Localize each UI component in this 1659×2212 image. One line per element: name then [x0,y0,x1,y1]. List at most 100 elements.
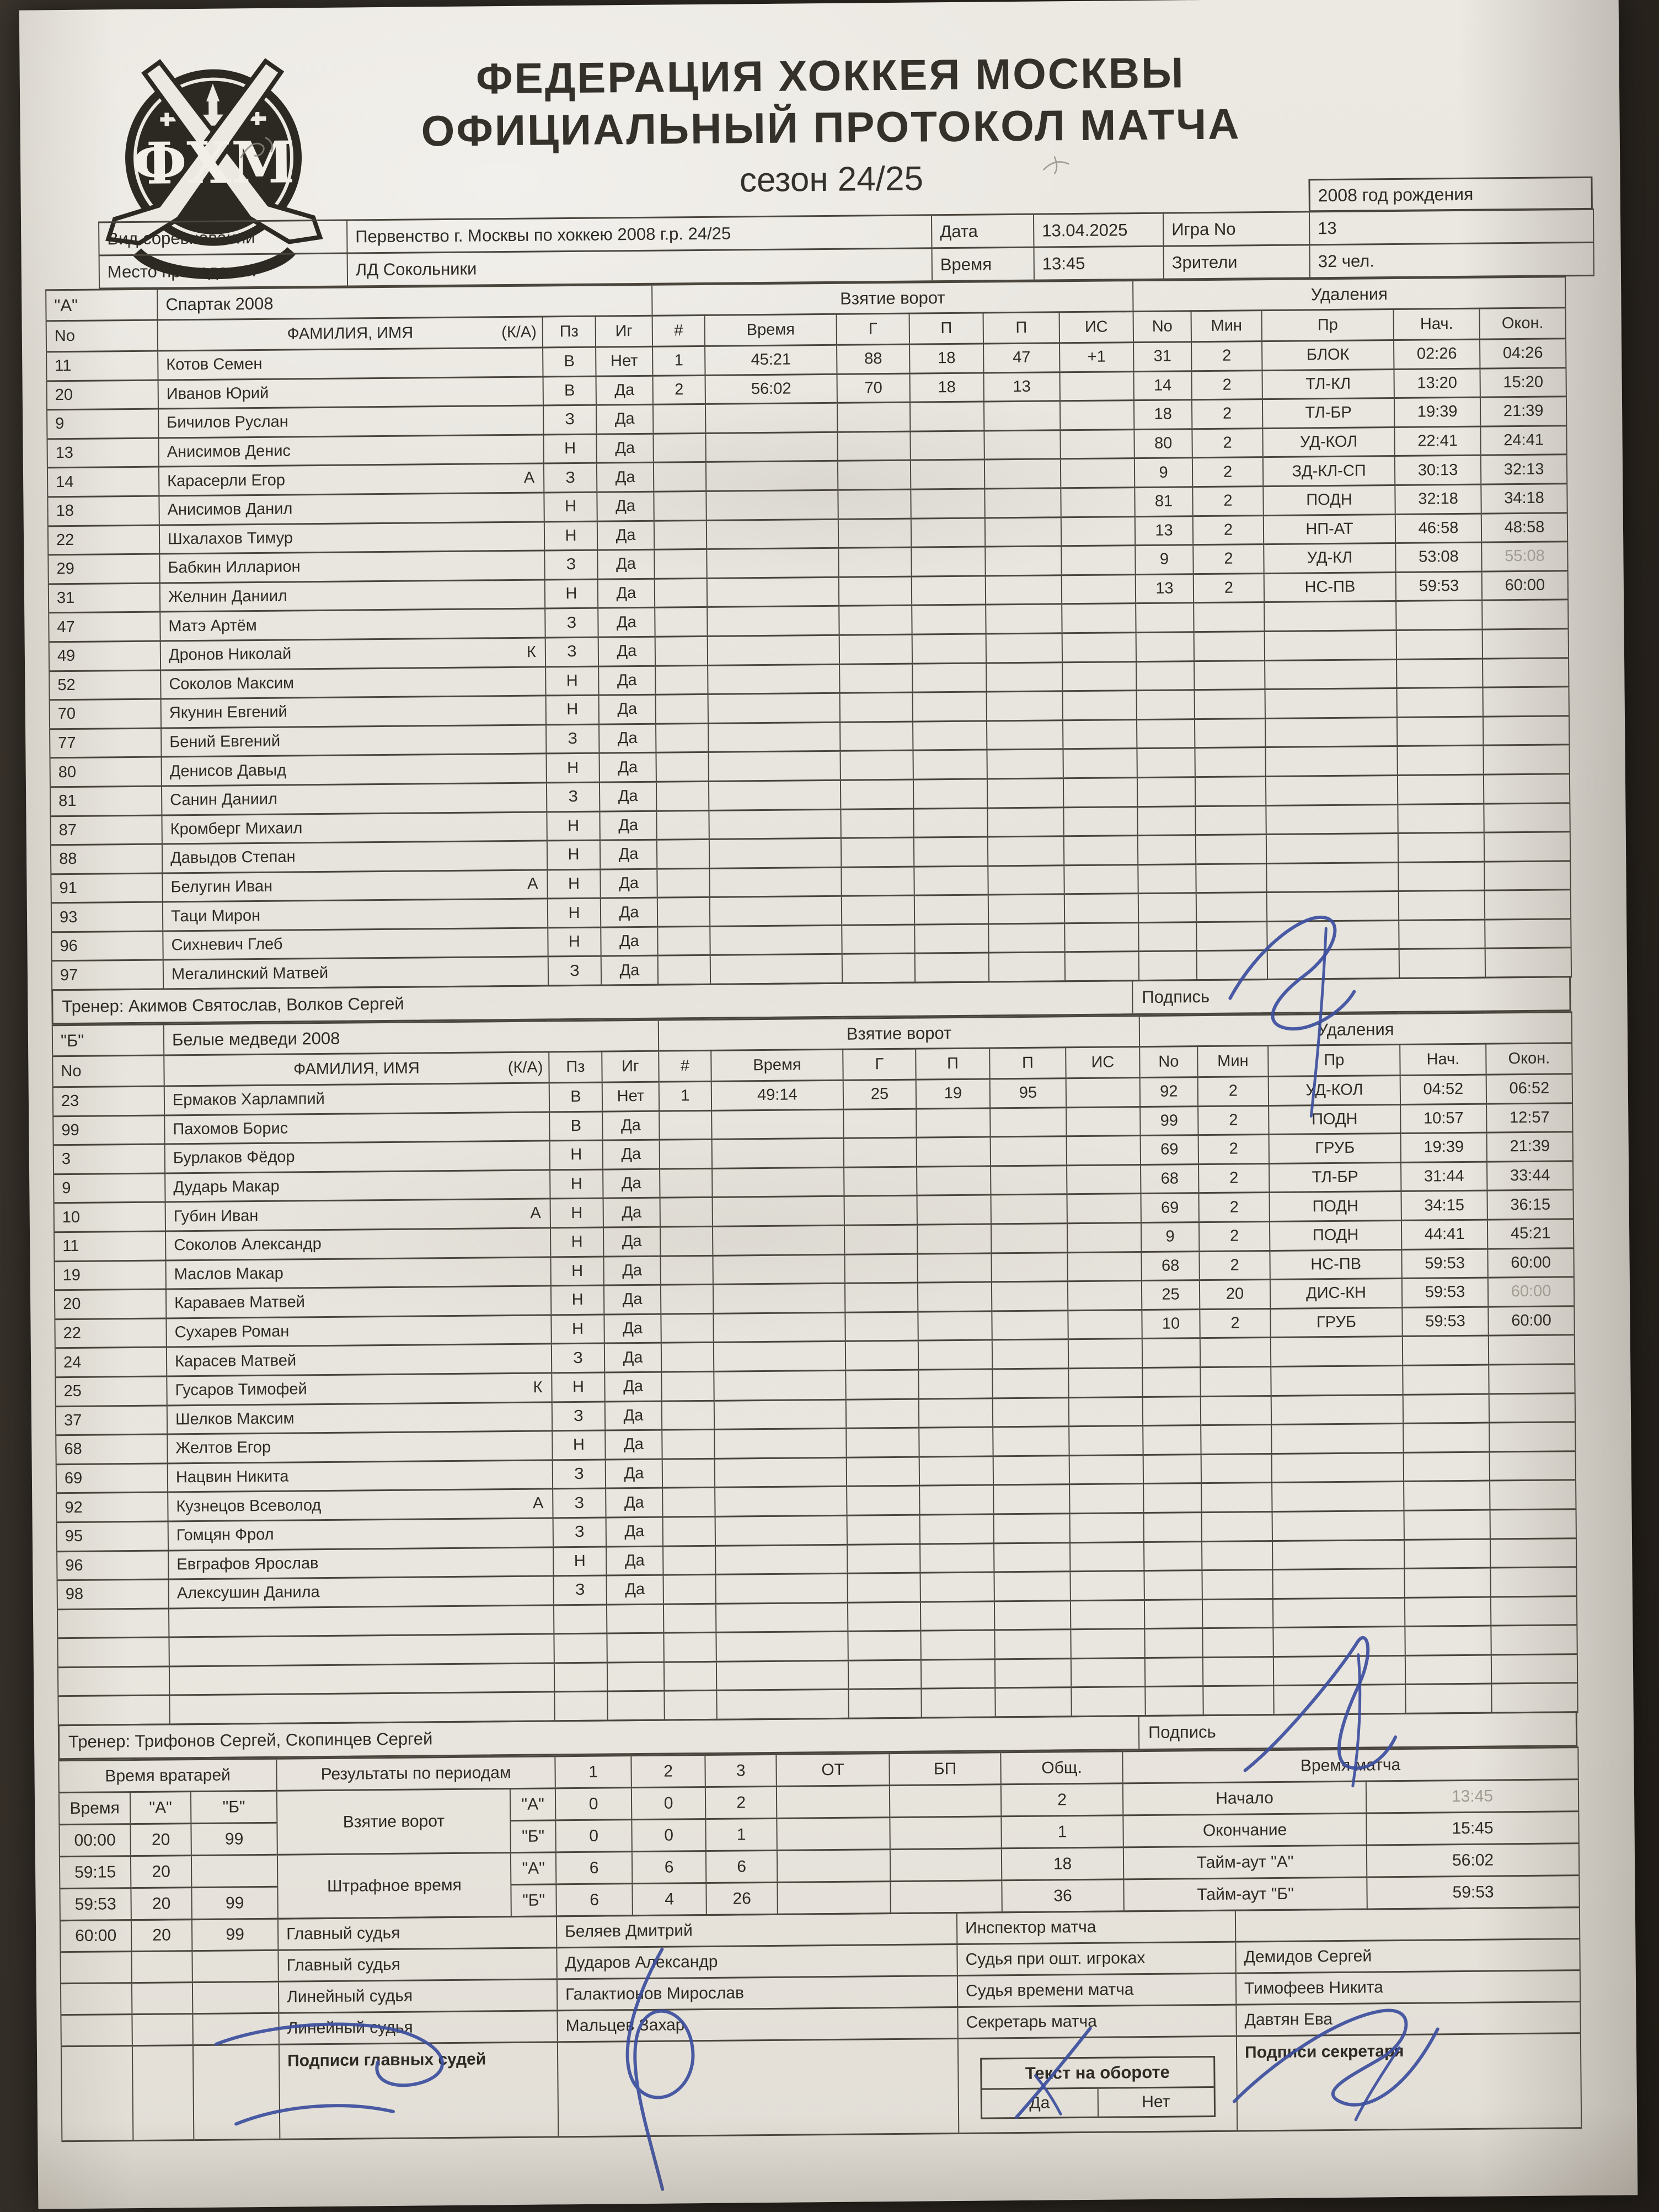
goal-time [715,1486,847,1517]
player-played: Да [602,1110,660,1141]
goal-time [713,1283,845,1314]
player-name: Белугин Иван [170,877,273,896]
player-name: Карасерли Егор [167,471,286,490]
penalty-minutes: 2 [1192,457,1264,487]
goal-time [712,1196,844,1227]
penalty-minutes [1202,1627,1273,1658]
player-name: Дударь Макар [173,1177,280,1196]
goal-is [1066,1107,1141,1136]
goal-assist1 [913,720,987,751]
penalty-minutes: 2 [1199,1251,1270,1280]
player-played: Да [596,462,654,493]
penalty-start: 31:44 [1401,1161,1487,1192]
goal-assist1 [914,895,989,925]
col-no: No [46,320,158,352]
player-position: З [548,956,602,986]
linesman-name: Мальцев Захар [557,2007,958,2042]
player-position: В [543,347,596,377]
goal-time [709,896,842,927]
penalty-start: 44:41 [1401,1220,1488,1250]
goal-is [1063,777,1138,808]
document-title: ФЕДЕРАЦИЯ ХОККЕЯ МОСКВЫ ОФИЦИАЛЬНЫЙ ПРОТ… [185,44,1476,212]
player-played: Да [605,1430,662,1460]
player-position: Н [544,521,598,551]
player-position [554,1691,608,1721]
goal-number: 1 [652,346,705,376]
player-played: Да [603,1168,660,1199]
goal-is [1068,1310,1142,1340]
player-number: 47 [49,612,160,642]
goalie-a-4: 20 [131,1919,192,1952]
player-name: Гомцян Фрол [176,1526,274,1545]
goal-number [663,1545,716,1575]
referee-name: Беляев Дмитрий [556,1912,957,1948]
goal-assist1 [919,1485,994,1515]
player-position: З [544,550,598,580]
player-name-cell [169,1692,555,1725]
goal-is [1060,429,1134,460]
penalty-start: 02:26 [1394,339,1480,370]
penalty-code: ДИС-КН [1270,1278,1403,1309]
penalty-code [1273,1684,1406,1715]
goal-number [657,955,711,985]
goal-number [661,1313,714,1343]
player-name: Матэ Артём [168,616,257,635]
goal-assist1 [911,547,986,576]
col-goal-g: Г [843,1049,916,1081]
goal-assist2 [993,1426,1069,1456]
goal-assist1 [913,778,988,809]
penalty-minutes [1194,660,1265,690]
player-number: 87 [50,815,162,845]
goal-time [711,1138,844,1169]
goal-number [654,549,707,579]
penalty-code [1265,775,1398,806]
goal-assist1 [921,1630,995,1660]
penalty-end: 04:26 [1480,338,1566,368]
team-a-name: Спартак 2008 [157,285,652,320]
player-played: Да [596,434,654,463]
goal-assist2 [985,546,1062,576]
penalty-minutes: 2 [1200,1308,1271,1338]
player-played: Да [603,1285,661,1315]
goal-number [660,1226,713,1256]
player-number [57,1666,170,1697]
penalty-end: 21:39 [1480,396,1567,426]
penalty-end: 21:39 [1486,1131,1574,1162]
team-a-letter: "А" [46,289,158,321]
goal-is [1068,1338,1143,1369]
goal-time [716,1660,849,1691]
team-b-name: Белые медведи 2008 [163,1020,659,1056]
player-name-cell: Маслов Макар [165,1257,551,1290]
penalty-minutes [1203,1685,1274,1716]
penalty-number [1136,690,1195,720]
player-number: 49 [49,640,161,671]
penalty-number: 80 [1134,429,1192,458]
penalty-code [1272,1597,1405,1628]
goal-time [707,548,839,579]
col-goal-time: Время [711,1049,843,1082]
goalie-b-h: "Б" [190,1791,277,1824]
penalty-number: 69 [1141,1193,1199,1223]
penalty-code: ЗД-КЛ-СП [1262,456,1395,487]
player-number [57,1608,169,1639]
goal-is [1067,1252,1142,1281]
goals-a-p2: 0 [631,1787,706,1820]
player-name: Давыдов Степан [170,848,296,867]
penalty-minutes [1194,631,1265,661]
penalty-start [1404,1509,1490,1540]
pen-a-letter: "А" [510,1852,556,1885]
penalty-code [1264,630,1397,661]
goal-assist2 [992,1339,1069,1369]
goal-assist1 [921,1688,996,1718]
goal-time [713,1254,845,1285]
player-name-cell: Пахомов Борис [164,1112,550,1145]
player-name: Мегалинский Матвей [171,964,329,984]
inspector-label: Инспектор матча [956,1910,1236,1944]
pen-a-bp [890,1848,1002,1882]
team-a-signature-label: Подпись [1132,979,1363,1014]
penalty-start: 59:53 [1401,1278,1489,1308]
penalty-end: 60:00 [1487,1248,1574,1278]
goal-assist1 [913,750,987,780]
team-a-coach: Тренер: Акимов Святослав, Волков Сергей [62,993,404,1017]
player-position: З [553,1488,606,1518]
